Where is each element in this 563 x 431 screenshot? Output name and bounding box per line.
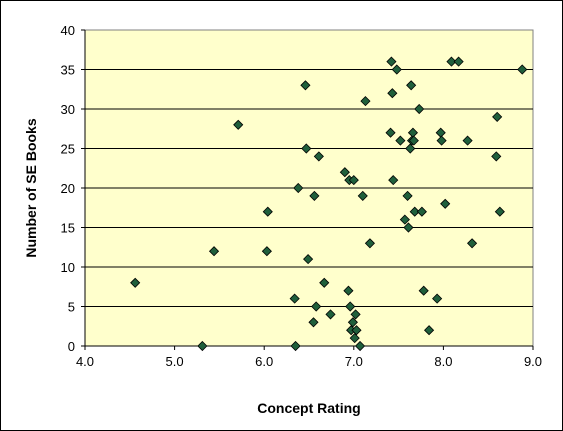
data-point: [405, 143, 416, 154]
data-point: [350, 309, 361, 320]
data-point: [311, 301, 322, 312]
data-point: [406, 80, 417, 91]
data-point: [462, 135, 473, 146]
data-point: [446, 56, 457, 67]
data-point: [233, 119, 244, 130]
data-point: [418, 285, 429, 296]
y-tick-label: 20: [61, 181, 75, 196]
data-point: [300, 80, 311, 91]
x-tick-label: 5.0: [166, 354, 184, 369]
data-point: [402, 190, 413, 201]
data-point: [414, 103, 425, 115]
data-point: [262, 206, 273, 217]
data-point: [343, 285, 354, 296]
x-axis-title: Concept Rating: [257, 400, 360, 416]
data-point: [345, 301, 356, 312]
axes: [84, 30, 533, 347]
data-point: [395, 135, 406, 146]
data-point: [339, 167, 350, 178]
data-point: [467, 238, 478, 249]
data-point: [385, 127, 396, 138]
data-point: [303, 254, 314, 265]
y-tick-label: 40: [61, 23, 75, 38]
y-tick-label: 0: [68, 339, 75, 354]
y-tick-label: 5: [68, 300, 75, 315]
y-tick-label: 25: [61, 142, 75, 157]
x-tick-label: 9.0: [524, 354, 542, 369]
data-point: [453, 56, 464, 67]
data-point: [364, 238, 375, 249]
data-point: [355, 340, 366, 352]
data-point: [517, 64, 528, 75]
data-point: [423, 325, 435, 336]
data-point: [347, 317, 358, 328]
y-tick-label: 15: [61, 221, 75, 236]
data-point: [432, 293, 443, 304]
data-point: [290, 340, 301, 352]
data-point: [440, 198, 451, 209]
data-point: [289, 293, 300, 304]
data-point: [261, 246, 272, 257]
data-point: [197, 340, 208, 352]
y-tick-label: 35: [61, 63, 75, 78]
data-point: [130, 277, 141, 288]
data-point: [357, 190, 368, 201]
x-tick-label: 4.0: [76, 354, 94, 369]
data-point: [325, 309, 336, 320]
data-point: [494, 206, 505, 217]
data-points: [130, 56, 528, 352]
y-tick-label: 10: [61, 260, 75, 275]
data-point: [293, 182, 304, 194]
y-tick-label: 30: [61, 102, 75, 117]
data-point: [409, 206, 420, 217]
data-point: [387, 88, 398, 99]
data-point: [348, 175, 359, 186]
data-point: [492, 111, 503, 122]
y-tick-labels: 0 5 10 15 20 25 30 35 40: [61, 23, 75, 354]
data-point: [313, 151, 324, 162]
data-point: [319, 277, 330, 288]
data-point: [301, 143, 312, 154]
data-point: [399, 214, 410, 225]
data-point: [308, 317, 319, 328]
data-point: [491, 151, 502, 162]
x-tick-labels: 4.0 5.0 6.0 7.0 8.0 9.0: [76, 354, 542, 369]
x-tick-label: 7.0: [345, 354, 363, 369]
y-axis-title: Number of SE Books: [23, 118, 39, 257]
data-point: [351, 325, 362, 336]
data-point: [388, 175, 399, 186]
data-point: [408, 135, 419, 146]
x-tick-label: 6.0: [255, 354, 273, 369]
data-point: [391, 64, 402, 75]
data-point: [309, 190, 320, 201]
data-point: [208, 246, 220, 257]
x-tick-label: 8.0: [434, 354, 452, 369]
data-point: [416, 206, 427, 217]
data-point: [386, 56, 397, 67]
data-point: [360, 96, 371, 107]
data-point: [436, 135, 447, 146]
data-point: [403, 222, 414, 233]
data-point: [349, 333, 360, 344]
